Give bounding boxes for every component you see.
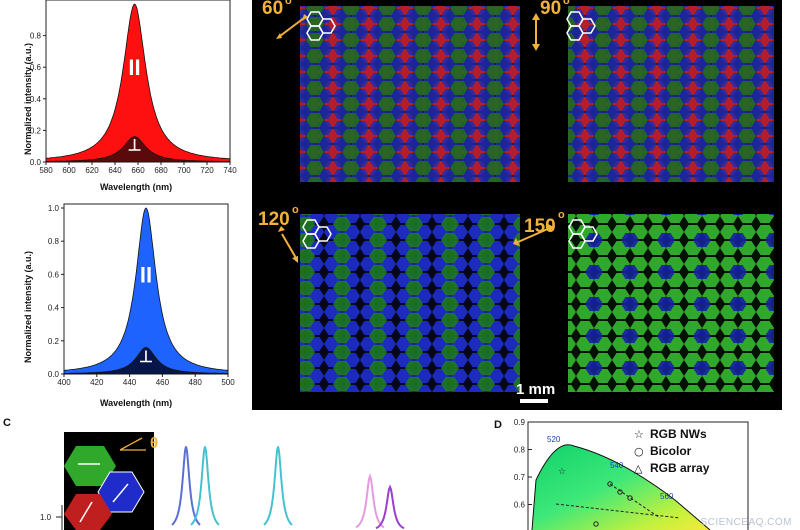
d-y-tick-label-2: 0.7 [514, 473, 526, 482]
array-90-degrees [568, 6, 774, 182]
y-tick-label-0-2: 0.4 [30, 95, 42, 104]
hexagon-outline-90 [566, 11, 596, 41]
c-series-line-0-0 [171, 446, 201, 526]
svg-text:o: o [285, 0, 292, 7]
x-tick-label-1-2: 440 [123, 378, 137, 387]
angle-label-90: 90 o [532, 0, 570, 51]
data-circle-marker [607, 481, 613, 487]
y-tick-label-0-1: 0.2 [30, 126, 42, 135]
spectrum-series-0-1 [45, 136, 231, 163]
y-tick-label-1-3: 0.6 [48, 270, 60, 279]
x-tick-label-0-4: 660 [131, 166, 145, 175]
angle-label-60: 60 o [262, 0, 308, 39]
legend-rgb-array: RGB array [650, 461, 710, 475]
d-y-tick-label-3: 0.6 [514, 501, 526, 510]
panel-d-letter: D [494, 419, 502, 431]
legend-bicolor: Bicolor [650, 444, 692, 458]
y-tick-label-1-4: 0.8 [48, 237, 60, 246]
c-y-tick-1: 1.0 [40, 513, 52, 522]
panel-c: C θ 1.0 [3, 417, 405, 530]
spectrum-series-0-0 [45, 3, 231, 163]
svg-text:60: 60 [262, 0, 283, 19]
c-series-line-1-0 [190, 446, 220, 526]
c-series-line-1-1 [263, 446, 293, 526]
red-y-axis-label: Normalized intensity (a.u.) [23, 43, 33, 155]
watermark: SCIENCEAQ.COM [700, 517, 792, 528]
d-y-tick-label-0: 0.9 [514, 418, 526, 427]
legend-symbol-circle: ○ [634, 445, 644, 458]
x-tick-label-1-1: 420 [90, 378, 104, 387]
series-label-0-0: II [128, 55, 140, 80]
x-tick-label-0-8: 740 [223, 166, 237, 175]
x-tick-label-0-5: 680 [154, 166, 168, 175]
locus-520: 520 [547, 435, 561, 444]
blue-x-axis-label: Wavelength (nm) [100, 398, 172, 408]
y-tick-label-0-0: 0.0 [30, 158, 42, 167]
x-tick-label-0-1: 600 [62, 166, 76, 175]
series-label-1-1: ⊥ [139, 349, 153, 366]
svg-text:o: o [558, 209, 565, 221]
inset-hexagon-image: θ [64, 432, 158, 530]
svg-text:1 mm: 1 mm [516, 381, 555, 398]
x-tick-label-1-3: 460 [156, 378, 170, 387]
y-tick-label-1-1: 0.2 [48, 337, 60, 346]
spectrum-series-1-0 [63, 207, 229, 375]
series-label-1-0: II [140, 263, 152, 288]
red-x-axis-label: Wavelength (nm) [100, 182, 172, 192]
hexagon-outline-150 [568, 219, 598, 249]
panel-d: D 0.9 0.8 0.7 0.6 520 540 560 ☆ ☆ RGB NWs ○… [494, 418, 749, 530]
locus-540: 540 [610, 461, 624, 470]
spectrum-series-1-1 [63, 346, 229, 375]
panel-d-legend: ☆ RGB NWs ○ Bicolor △ RGB array [634, 427, 710, 475]
angle-label-120: 120 o [258, 204, 299, 263]
x-tick-label-0-2: 620 [85, 166, 99, 175]
x-tick-label-0-0: 580 [39, 166, 53, 175]
d-y-tick-label-1: 0.8 [514, 446, 526, 455]
locus-560: 560 [660, 492, 674, 501]
data-star-marker: ☆ [558, 467, 566, 477]
data-circle-marker [627, 495, 633, 501]
svg-text:120: 120 [258, 209, 290, 230]
hexagon-outline-60 [306, 11, 336, 41]
x-tick-label-1-5: 500 [221, 378, 235, 387]
x-tick-label-0-6: 700 [177, 166, 191, 175]
svg-text:150: 150 [524, 216, 556, 237]
x-tick-label-1-0: 400 [57, 378, 71, 387]
svg-text:o: o [292, 204, 299, 216]
x-tick-label-0-7: 720 [200, 166, 214, 175]
data-circle-marker [593, 521, 599, 527]
x-tick-label-0-3: 640 [108, 166, 122, 175]
x-tick-label-1-4: 480 [189, 378, 203, 387]
angle-label-150: 150 o [513, 209, 565, 246]
legend-symbol-star: ☆ [634, 428, 644, 441]
legend-rgb-nws: RGB NWs [650, 427, 707, 441]
c-series-line-2-0 [355, 473, 385, 529]
theta-symbol: θ [150, 435, 158, 452]
blue-spectrum-plot: 400 420 440 460 480 5000.00.20.40.60.81.0II⊥ … [23, 203, 235, 408]
series-label-0-1: ⊥ [128, 138, 142, 155]
svg-text:90: 90 [540, 0, 561, 19]
legend-symbol-triangle: △ [634, 462, 643, 475]
svg-text:o: o [563, 0, 570, 7]
panel-c-letter: C [3, 417, 11, 429]
y-tick-label-1-5: 1.0 [48, 204, 60, 213]
hexagon-array-micrograph: 60 o 90 o 120 o 150 o 1 mm [252, 0, 782, 410]
y-tick-label-1-0: 0.0 [48, 370, 60, 379]
array-150-degrees [568, 214, 774, 392]
array-120-degrees [300, 214, 520, 392]
red-spectrum-plot: 580 600 620 640 660 680 700 720 740 0.0 0.2 0.4 0.6 0… [23, 0, 237, 192]
y-tick-label-0-3: 0.6 [30, 63, 42, 72]
array-60-degrees [300, 6, 520, 182]
data-circle-marker [617, 489, 623, 495]
y-tick-label-1-2: 0.4 [48, 304, 60, 313]
hexagon-outline-120 [302, 219, 332, 249]
scale-bar: 1 mm [516, 381, 555, 403]
c-series-line-3-0 [375, 484, 405, 530]
y-tick-label-0-4: 0.8 [30, 32, 42, 41]
blue-y-axis-label: Normalized intensity (a.u.) [23, 251, 33, 363]
